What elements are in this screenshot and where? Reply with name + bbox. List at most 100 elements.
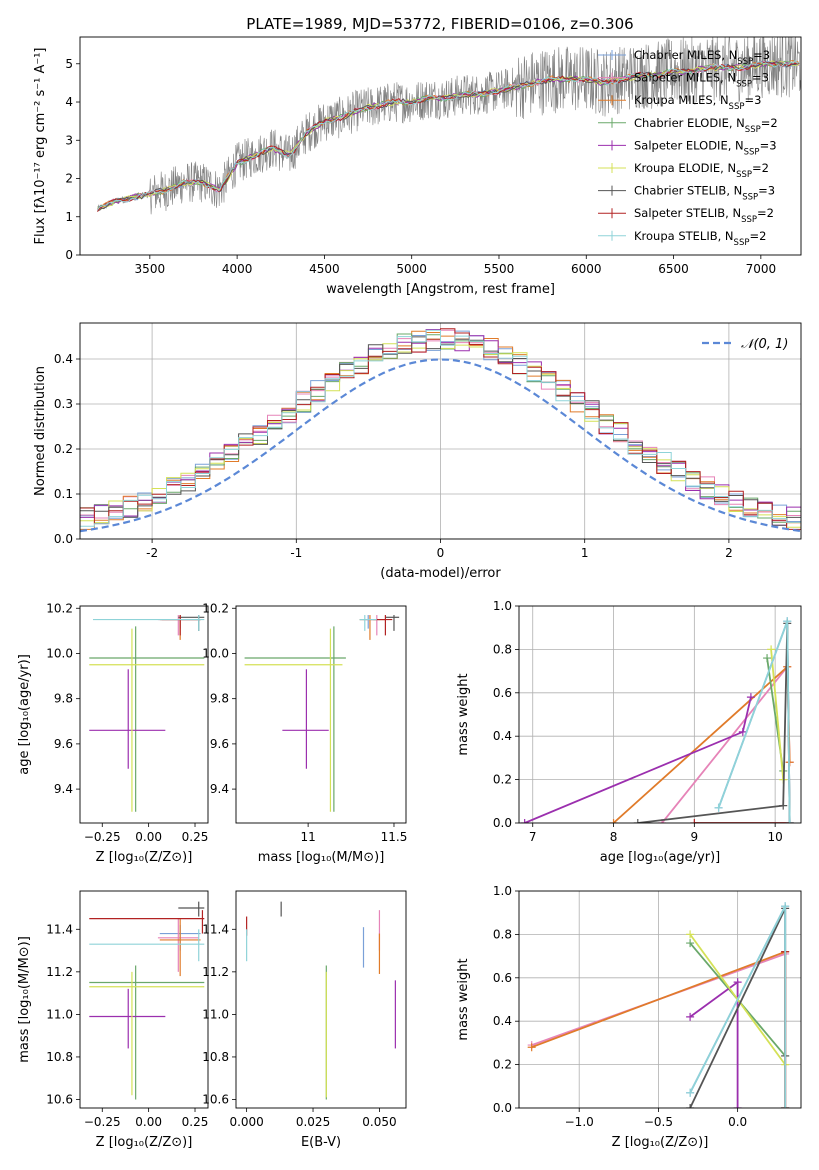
plot-area-mass_vs_ebv <box>246 901 396 1100</box>
errorbar-salpeter-stelib <box>373 615 393 636</box>
panel-weight_vs_age: 7 8 9 10 0.0 0.2 0.4 0.6 0.8 1.0 age [log₁₀(age/yr… <box>456 599 802 865</box>
y-tick-label: 10.8 <box>202 1050 229 1064</box>
x-tick-label: 6500 <box>658 262 689 276</box>
errorbar-salpeter-stelib <box>89 910 205 934</box>
y-tick-label: 9.6 <box>54 737 73 751</box>
panel-weight_vs_Z: −1.0 −0.5 0.0 0.0 0.2 0.4 0.6 0.8 1.0 Z [log₁₀(Z/… <box>456 884 802 1150</box>
y-tick-label: 0.0 <box>493 1101 512 1115</box>
axes-frame <box>518 890 802 1109</box>
legend-entry-label: Salpeter MILES, NSSP=3 <box>634 71 769 90</box>
y-tick-label: 10.6 <box>202 1092 229 1106</box>
x-tick-label: 0.25 <box>182 1115 209 1129</box>
legend-label-sub: SSP <box>736 80 752 90</box>
y-tick-label: 0.4 <box>493 1014 512 1028</box>
x-axis-label: wavelength [Angstrom, rest frame] <box>326 282 555 297</box>
legend-label-sub: SSP <box>741 215 757 225</box>
errorbar-salpeter-miles <box>157 918 199 972</box>
x-axis-label: age [log₁₀(age/yr)] <box>600 850 721 865</box>
axes-frame <box>235 605 407 824</box>
plot-area-residuals <box>80 323 801 539</box>
legend-label-suffix: =3 <box>752 71 769 85</box>
y-tick-label: 0 <box>65 248 73 262</box>
legend-entry-label: 𝒩(0, 1) <box>741 337 788 352</box>
errorbar-salpeter-stelib <box>161 615 201 636</box>
y-tick-label: 5 <box>65 57 73 71</box>
point-marker <box>781 902 790 911</box>
y-tick-label: 9.4 <box>210 782 229 796</box>
weight-line-salpeter-elodie <box>686 978 742 1108</box>
point-marker <box>779 801 788 810</box>
x-axis-label: Z [log₁₀(Z/Z⊙)] <box>96 1135 193 1150</box>
axes-frame <box>79 890 209 1109</box>
y-axis-label: Normed distribution <box>33 366 48 496</box>
y-tick-label: 10.0 <box>46 646 73 660</box>
x-tick-label: −1.0 <box>565 1115 594 1129</box>
errorbar-salpeter-miles <box>363 615 386 636</box>
errorbar-chabrier-stelib <box>178 615 205 631</box>
point-marker <box>686 1012 695 1021</box>
y-tick-label: 0.6 <box>493 686 512 700</box>
x-tick-label: 2 <box>725 546 733 560</box>
y-axis-label: mass weight <box>456 958 471 1040</box>
x-axis-label: mass [log₁₀(M/M⊙)] <box>258 850 385 865</box>
point-marker <box>633 819 642 823</box>
panel-spectrum: 3500 4000 4500 5000 5500 6000 6500 7000 0 1 2 3 4 5 wa… <box>33 36 802 297</box>
x-tick-label: 0.000 <box>229 1115 263 1129</box>
y-tick-label: 3 <box>65 133 73 147</box>
y-tick-label: 9.6 <box>210 737 229 751</box>
model-curve-chabrier-elodie <box>97 60 800 208</box>
point-marker <box>686 930 695 939</box>
legend-entry-label: Kroupa STELIB, NSSP=2 <box>634 229 766 248</box>
y-tick-label: 0.2 <box>54 442 73 456</box>
x-tick-label: -1 <box>290 546 302 560</box>
errorbar-kroupa-elodie <box>244 628 343 812</box>
model-curve-kroupa-stelib <box>97 59 800 210</box>
point-marker <box>785 819 794 823</box>
x-tick-label: -2 <box>146 546 158 560</box>
y-tick-label: 10.0 <box>202 646 229 660</box>
x-axis-label: Z [log₁₀(Z/Z⊙)] <box>612 1135 709 1150</box>
point-marker <box>746 693 755 702</box>
x-tick-label: 10 <box>768 830 783 844</box>
point-marker <box>609 819 618 823</box>
panel-age_vs_mass: 11 11.5 9.4 9.6 9.8 10.0 10.2 mass [log₁₀(M/M⊙)… <box>202 601 407 865</box>
weight-line-salpeter-elodie <box>520 693 755 823</box>
y-tick-label: 0.2 <box>493 1058 512 1072</box>
point-marker <box>690 819 699 823</box>
point-marker <box>767 645 776 654</box>
legend-label-suffix: =3 <box>760 138 777 152</box>
legend-label-text: Kroupa STELIB, N <box>634 229 734 243</box>
x-tick-label: −0.5 <box>644 1115 673 1129</box>
weight-line-kroupa-stelib <box>686 902 790 1108</box>
x-tick-label: 9 <box>691 830 699 844</box>
axes-frame <box>235 890 407 1109</box>
y-tick-label: 10.8 <box>46 1050 73 1064</box>
legend-label-suffix: =2 <box>757 206 774 220</box>
errorbar-kroupa-stelib <box>89 929 205 962</box>
x-tick-label: 0.050 <box>362 1115 396 1129</box>
hist-kroupa-stelib <box>80 329 801 532</box>
axes-frame <box>518 605 802 824</box>
x-tick-label: 5500 <box>484 262 515 276</box>
legend-label-text: Salpeter ELODIE, N <box>634 138 744 152</box>
x-tick-label: 4000 <box>222 262 253 276</box>
x-tick-label: 0.00 <box>135 1115 162 1129</box>
point-marker <box>686 1104 695 1108</box>
y-tick-label: 0.2 <box>493 773 512 787</box>
point-marker <box>714 803 723 812</box>
legend-entry-label: Chabrier STELIB, NSSP=3 <box>634 184 775 203</box>
point-marker <box>520 819 529 823</box>
y-tick-label: 10.2 <box>202 601 229 615</box>
x-tick-label: 1 <box>581 546 589 560</box>
weight-line-kroupa-miles <box>609 662 794 823</box>
figure-title: PLATE=1989, MJD=53772, FIBERID=0106, z=0… <box>246 15 633 33</box>
errorbar-salpeter-elodie <box>282 669 329 769</box>
panel-residuals: -2 -1 0 1 2 0.0 0.1 0.2 0.3 0.4 (data-model)/error… <box>33 322 802 581</box>
plot-area-age_vs_mass <box>244 615 400 812</box>
y-tick-label: 11.4 <box>46 922 73 936</box>
y-tick-label: 0.0 <box>54 532 73 546</box>
errorbar-chabrier-elodie <box>244 626 346 812</box>
y-tick-label: 0.4 <box>54 352 73 366</box>
point-marker <box>733 1104 742 1108</box>
